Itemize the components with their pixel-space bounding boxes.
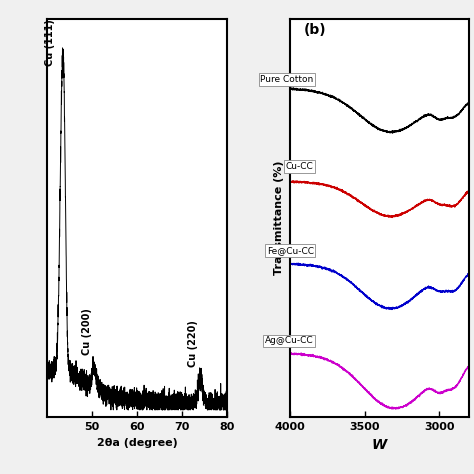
- Text: Pure Cotton: Pure Cotton: [260, 75, 314, 84]
- Y-axis label: Transmittance (%): Transmittance (%): [274, 161, 284, 275]
- X-axis label: W: W: [372, 438, 387, 452]
- X-axis label: 2θa (degree): 2θa (degree): [97, 438, 178, 447]
- Text: Ag@Cu-CC: Ag@Cu-CC: [265, 337, 314, 346]
- Text: (b): (b): [304, 23, 327, 37]
- Text: Cu (111): Cu (111): [46, 18, 55, 65]
- Text: Fe@Cu-CC: Fe@Cu-CC: [267, 246, 314, 255]
- Text: Cu (220): Cu (220): [188, 320, 198, 367]
- Text: Cu (200): Cu (200): [82, 308, 92, 355]
- Text: Cu-CC: Cu-CC: [286, 162, 314, 171]
